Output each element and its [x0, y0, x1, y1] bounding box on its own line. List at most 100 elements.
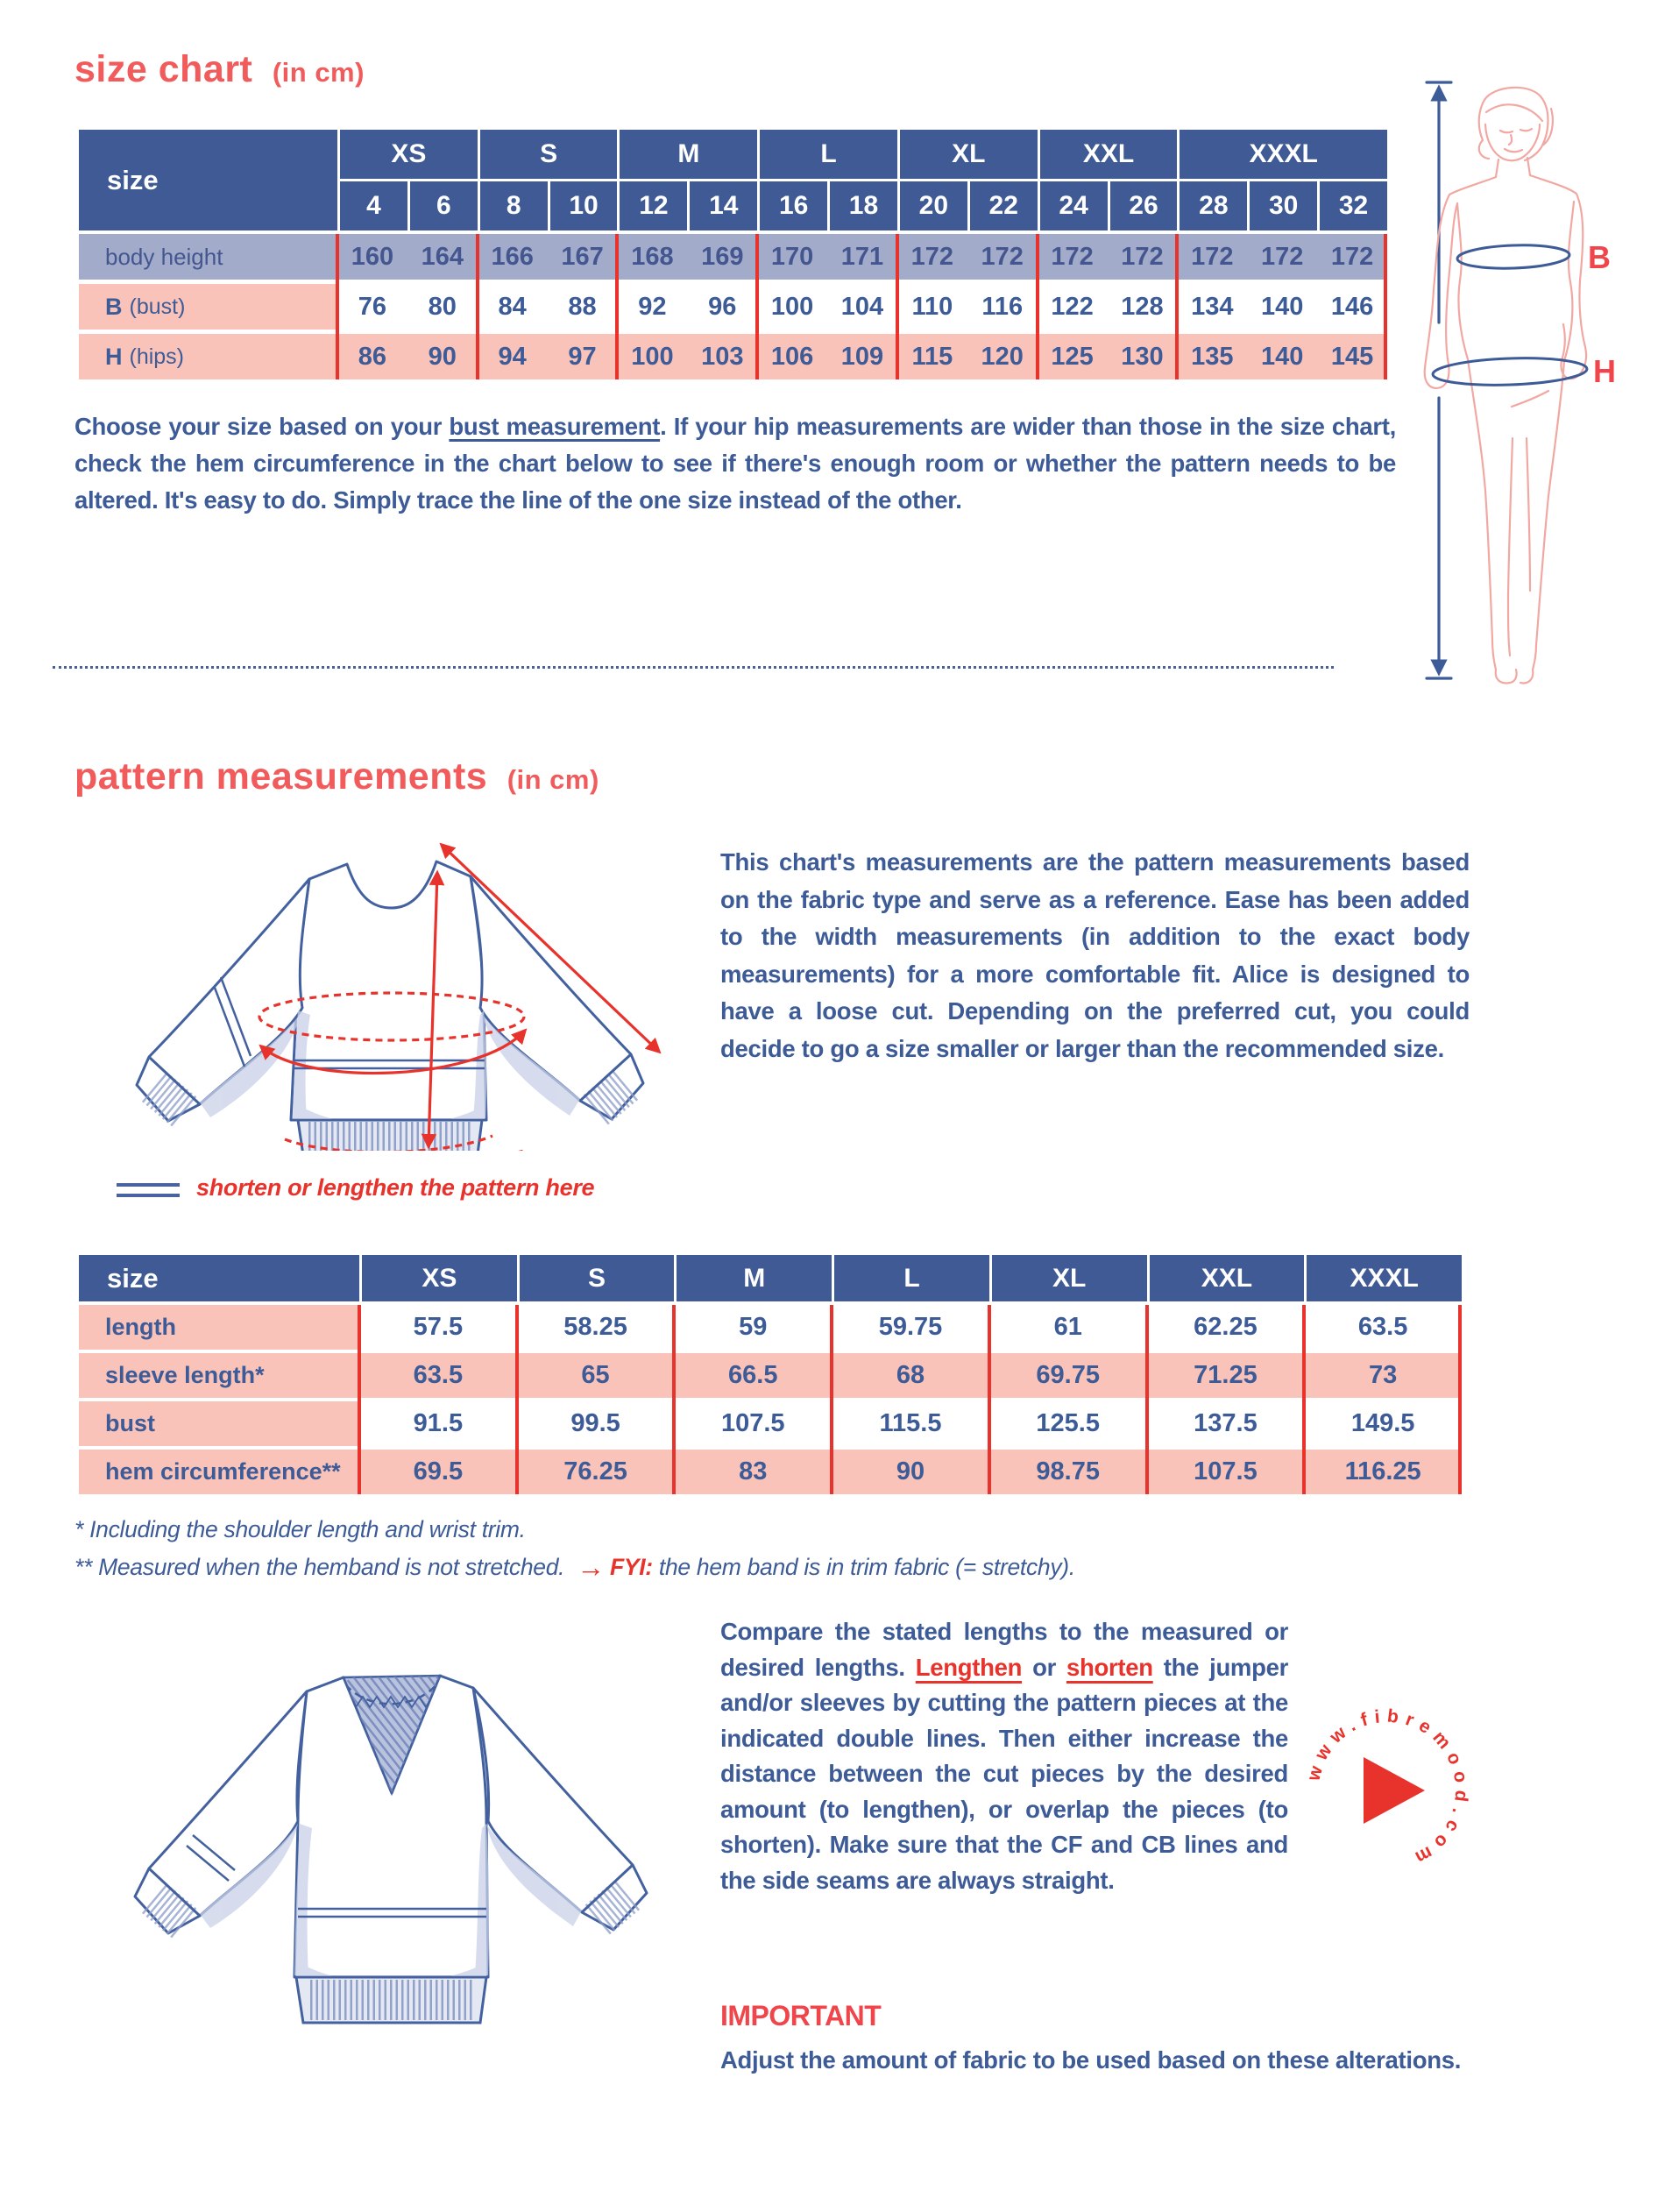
size-chart-row-label: B (bust) — [79, 284, 337, 330]
pattern-col-XXL: XXL — [1149, 1255, 1305, 1301]
left-cuff-rib-2 — [141, 1883, 199, 1939]
table-red-divider — [1145, 1305, 1149, 1494]
pattern-cell: 62.25 — [1146, 1305, 1305, 1350]
table-red-divider — [1384, 234, 1387, 379]
size-chart-cell: 172 — [896, 234, 967, 280]
alterations-paragraph: Compare the stated lengths to the measur… — [720, 1614, 1288, 1898]
size-chart-cell: 97 — [547, 334, 618, 379]
pattern-cell: 66.5 — [674, 1353, 832, 1398]
size-chart-row-label: body height — [79, 234, 337, 280]
size-chart-cell: 104 — [827, 284, 897, 330]
size-group-M: M — [620, 130, 758, 179]
pattern-cell: 65 — [516, 1353, 675, 1398]
size-chart-cell: 103 — [687, 334, 758, 379]
shorten-lengthen-legend: shorten or lengthen the pattern here — [196, 1174, 595, 1201]
table-red-divider — [1302, 1305, 1306, 1494]
pattern-col-M: M — [677, 1255, 832, 1301]
size-chart-cell: 90 — [407, 334, 478, 379]
alt-part3: the jumper and/or sleeves by cutting the… — [720, 1653, 1288, 1894]
alt-lengthen: Lengthen — [915, 1653, 1023, 1681]
table-red-divider — [515, 1305, 519, 1494]
size-chart-cell: 109 — [827, 334, 897, 379]
size-group-XXXL: XXXL — [1180, 130, 1387, 179]
pattern-cell: 69.5 — [359, 1450, 517, 1494]
pattern-cell: 107.5 — [674, 1401, 832, 1446]
size-chart-cell: 166 — [477, 234, 548, 280]
pattern-row-label: sleeve length* — [79, 1353, 359, 1398]
cuff-seams-2 — [147, 1863, 634, 1918]
size-chart-cell: 145 — [1317, 334, 1387, 379]
size-chart-title-text: size chart — [74, 48, 253, 90]
pattern-row-label: hem circumference** — [79, 1450, 359, 1494]
size-chart-cell: 115 — [896, 334, 967, 379]
intro-part2: . If your hip measurements are wider tha… — [74, 413, 1396, 514]
pattern-cell: 83 — [674, 1450, 832, 1494]
pattern-cell: 61 — [988, 1305, 1147, 1350]
size-chart-cell: 172 — [1037, 234, 1108, 280]
pattern-row-label: bust — [79, 1401, 359, 1446]
pattern-cell: 115.5 — [832, 1401, 989, 1446]
table-red-divider — [988, 1305, 991, 1494]
size-chart-cell: 170 — [757, 234, 828, 280]
size-col-10: 10 — [549, 181, 618, 230]
size-chart-cell: 88 — [547, 284, 618, 330]
intro-underlined: bust measurement — [449, 413, 661, 440]
pattern-cell: 98.75 — [988, 1450, 1147, 1494]
size-chart-cell: 167 — [547, 234, 618, 280]
size-col-24: 24 — [1039, 181, 1108, 230]
size-chart-cell: 84 — [477, 284, 548, 330]
size-chart-cell: 122 — [1037, 284, 1108, 330]
double-line-symbol — [117, 1183, 180, 1187]
size-chart-cell: 169 — [687, 234, 758, 280]
bust-hip-lines — [1431, 244, 1589, 386]
shorten-lengthen-lines — [213, 976, 485, 1070]
table-red-divider — [336, 234, 339, 379]
size-chart-cell: 164 — [407, 234, 478, 280]
pattern-col-XL: XL — [991, 1255, 1147, 1301]
important-text: Adjust the amount of fabric to be used b… — [720, 2046, 1462, 2074]
pattern-measurements-table: size XS S M L XL XXL XXXL length 57.5 58.25 59 59.7… — [79, 1255, 1462, 1499]
alt-part1: Compare the stated lengths to the measur… — [720, 1618, 1288, 1681]
right-cuff-rib — [581, 1070, 639, 1126]
table-red-divider — [1458, 1305, 1462, 1494]
size-chart-cell: 134 — [1177, 284, 1248, 330]
size-chart-cell: 100 — [757, 284, 828, 330]
pattern-cell: 68 — [832, 1353, 989, 1398]
size-col-4: 4 — [340, 181, 407, 230]
pattern-measurements-unit: (in cm) — [507, 764, 599, 795]
pattern-col-L: L — [834, 1255, 989, 1301]
pattern-cell: 59 — [674, 1305, 832, 1350]
pattern-cell: 73 — [1304, 1353, 1462, 1398]
hips-label: H — [1593, 353, 1616, 389]
pattern-row-label: length — [79, 1305, 359, 1350]
size-chart-cell: 172 — [1107, 234, 1178, 280]
size-group-XS: XS — [340, 130, 478, 179]
pattern-cell: 69.75 — [988, 1353, 1147, 1398]
table-red-divider — [476, 234, 479, 379]
cuff-seams — [147, 1053, 633, 1106]
pattern-cell: 107.5 — [1146, 1450, 1305, 1494]
table-red-divider — [755, 234, 759, 379]
play-icon — [1364, 1757, 1425, 1824]
size-chart-cell: 128 — [1107, 284, 1178, 330]
size-chart-row-label: H (hips) — [79, 334, 337, 379]
size-chart-cell: 94 — [477, 334, 548, 379]
size-chart-cell: 146 — [1317, 284, 1387, 330]
size-col-8: 8 — [479, 181, 548, 230]
size-col-14: 14 — [690, 181, 758, 230]
size-chart-cell: 76 — [337, 284, 407, 330]
fibremood-logo: www.fibremood.com — [1303, 1705, 1465, 1870]
double-line-symbol-2 — [117, 1194, 180, 1197]
footnote-2-text-b: the hem band is in trim fabric (= stretc… — [652, 1554, 1075, 1580]
footnote-2: ** Measured when the hemband is not stre… — [74, 1551, 1075, 1584]
pattern-cell: 125.5 — [988, 1401, 1147, 1446]
table-red-divider — [615, 234, 619, 379]
jumper2-body — [133, 1674, 648, 1979]
footnote-2-text: ** Measured when the hemband is not stre… — [74, 1554, 565, 1580]
table-red-divider — [358, 1305, 361, 1494]
woman-outline — [1423, 86, 1588, 684]
size-chart-cell: 140 — [1247, 284, 1318, 330]
size-col-18: 18 — [830, 181, 897, 230]
size-col-6: 6 — [409, 181, 478, 230]
